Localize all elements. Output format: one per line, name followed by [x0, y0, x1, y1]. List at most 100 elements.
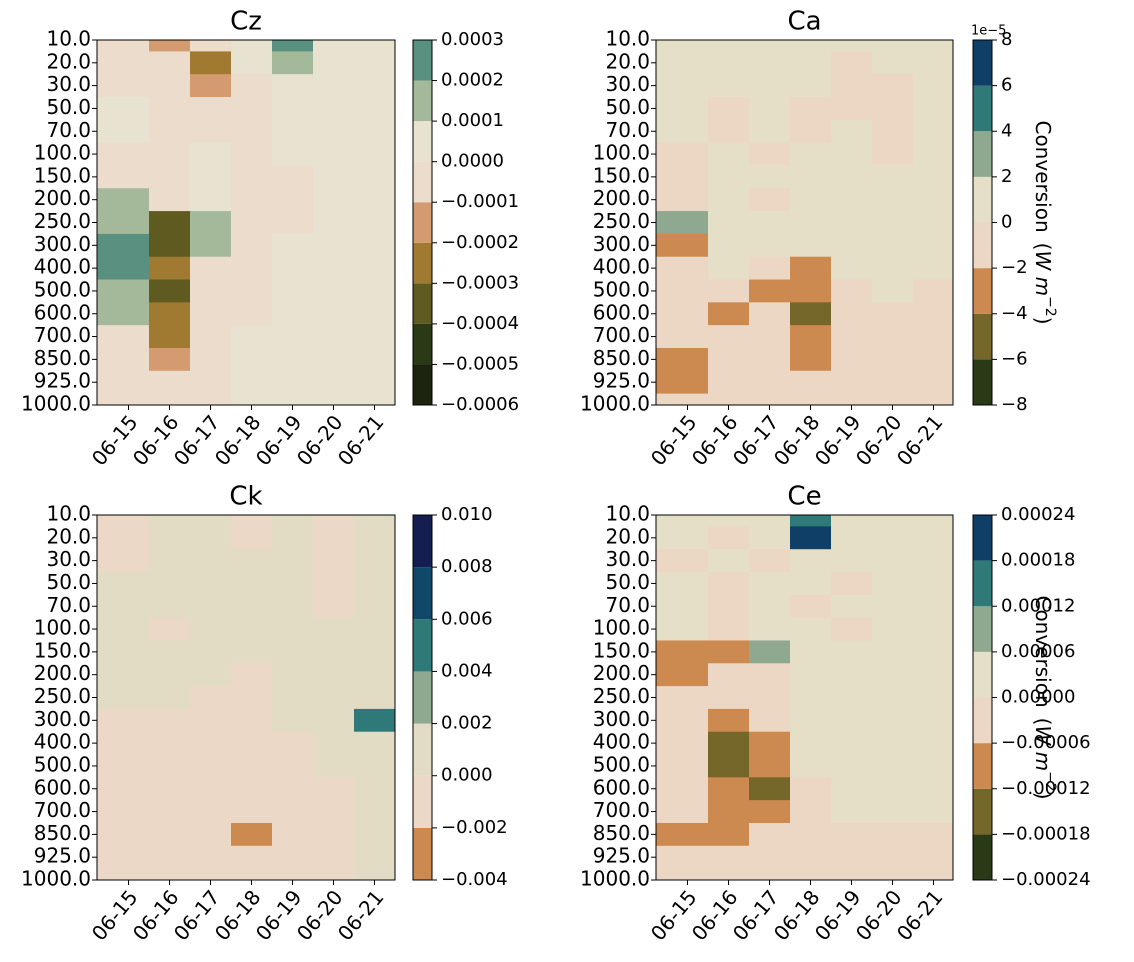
y-tick-label: 700.0 [593, 323, 650, 347]
contour-cell [708, 617, 750, 641]
contour-cell [831, 279, 873, 303]
contour-cell [913, 74, 954, 98]
y-tick-label: 70.0 [605, 593, 650, 617]
contour-cell [313, 233, 355, 258]
colorbar-frame [412, 39, 433, 406]
contour-cell [149, 868, 191, 881]
y-tick-label: 925.0 [593, 369, 650, 393]
contour-cell [272, 640, 314, 664]
contour-cell [313, 40, 355, 52]
colorbar-tick-label: 0.00006 [1001, 641, 1075, 662]
contour-cell [97, 119, 150, 144]
contour-cell [272, 708, 314, 733]
contour-cell [354, 594, 396, 619]
contour-cell [313, 165, 355, 189]
contour-cell [790, 347, 832, 372]
contour-cell [97, 74, 150, 98]
contour-cell [313, 822, 355, 847]
contour-cell [149, 97, 191, 121]
contour-cell [97, 686, 150, 710]
contour-cell [190, 325, 232, 349]
contour-cell [97, 302, 150, 326]
contour-cell [190, 233, 232, 258]
x-tick-label: 06-21 [333, 885, 389, 945]
contour-cell [790, 142, 832, 166]
contour-cell [913, 40, 954, 52]
colorbar-offset: 1e−5 [971, 24, 1006, 39]
contour-cell [708, 211, 750, 235]
contour-cell [354, 731, 396, 756]
contour-cell [749, 347, 791, 372]
contour-cell [708, 822, 750, 847]
contour-cell [656, 40, 709, 52]
contour-cell [708, 347, 750, 372]
colorbar-tick-label: −0.0005 [441, 353, 519, 374]
contour-cell [97, 325, 150, 349]
contour-cell [790, 800, 832, 824]
colorbar-tick-label: 0.010 [441, 504, 493, 525]
contour-cell [149, 370, 191, 395]
contour-cell [354, 370, 396, 395]
y-tick-label: 200.0 [34, 661, 91, 685]
contour-cell [790, 868, 832, 881]
colorbar-tick-label: 0.0003 [441, 29, 504, 50]
contour-cell [831, 754, 873, 778]
contour-cell [913, 119, 954, 144]
contour-cell [354, 256, 396, 281]
contour-cell [354, 549, 396, 573]
contour-cell [354, 119, 396, 144]
colorbar-segment [413, 567, 432, 620]
contour-cell [149, 119, 191, 144]
colorbar-label-part: W m [1032, 725, 1056, 771]
contour-cell [872, 800, 914, 824]
contour-cell [708, 188, 750, 212]
panel: Ce 10.020.030.050.070.0100.0150.0200.0250… [580, 482, 1091, 946]
contour-cell [231, 51, 273, 75]
colorbar-tick-label: 0.000 [441, 765, 493, 786]
contour-cell [708, 51, 750, 75]
contour-cell [149, 142, 191, 166]
y-tick-label: 600.0 [34, 775, 91, 799]
contour-cell [708, 302, 750, 326]
contour-cell [790, 211, 832, 235]
y-tick-label: 1000.0 [21, 867, 91, 891]
contour-cell [190, 640, 232, 664]
contour-cell [656, 663, 709, 687]
contour-cell [708, 279, 750, 303]
contour-cell [749, 142, 791, 166]
contour-cell [149, 663, 191, 687]
contour-cell [313, 256, 355, 281]
y-tick-label: 30.0 [46, 72, 91, 96]
contour-cell [354, 686, 396, 710]
contour-cell [708, 370, 750, 395]
contour-cell [913, 549, 954, 573]
colorbar-tick-label: 0 [1001, 212, 1012, 233]
contour-cell [790, 119, 832, 144]
contour-cell [313, 617, 355, 641]
contour-cell [354, 393, 396, 406]
contour-cell [913, 211, 954, 235]
contour-cell [790, 97, 832, 121]
y-tick-label: 300.0 [593, 707, 650, 731]
contour-cell [831, 617, 873, 641]
contour-cell [831, 347, 873, 372]
contour-cell [708, 663, 750, 687]
contour-cell [313, 708, 355, 733]
contour-cell [913, 393, 954, 406]
contour-cell [872, 822, 914, 847]
contour-cell [97, 594, 150, 619]
contour-cell [913, 97, 954, 121]
contour-cell [149, 347, 191, 372]
contour-cell [872, 777, 914, 801]
x-tick-label: 06-21 [892, 885, 948, 945]
contour-cell [872, 663, 914, 687]
y-tick-label: 250.0 [593, 209, 650, 233]
contour-cell [97, 211, 150, 235]
colorbar-tick-label: 0.006 [441, 608, 493, 629]
colorbar-tick-label: −4 [1001, 303, 1028, 324]
contour-cell [231, 594, 273, 619]
contour-cell [231, 663, 273, 687]
contour-cell [231, 256, 273, 281]
contour-cell [272, 211, 314, 235]
contour-cell [831, 188, 873, 212]
